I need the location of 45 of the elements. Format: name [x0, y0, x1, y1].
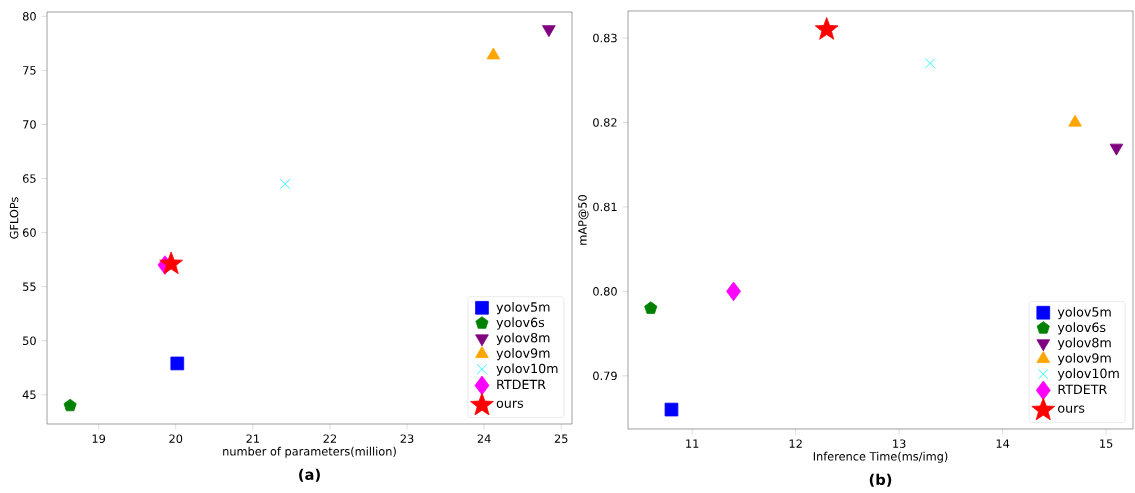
text: (b): [869, 473, 892, 487]
y-tick-label: 45: [22, 390, 36, 400]
x-tick-label: 25: [554, 434, 568, 443]
x-tick-label: 21: [246, 434, 259, 443]
legend-label: yolov6s: [1057, 322, 1106, 335]
x-tick-label: 14: [996, 439, 1010, 448]
x-tick-label: 15: [1100, 439, 1113, 448]
x-tick-label: 12: [789, 439, 802, 448]
legend-label: yolov10m: [496, 363, 558, 376]
y-tick-label: 70: [23, 120, 36, 129]
text: (a): [299, 468, 320, 482]
x-tick-label: 13: [893, 439, 906, 448]
y-tick-label: 75: [23, 66, 36, 75]
legend-label: yolov5m: [496, 302, 550, 315]
y-tick-label: 0.80: [593, 287, 617, 296]
y-tick-label: 0.82: [593, 118, 617, 127]
legend-label: RTDETR: [497, 379, 546, 390]
y-tick-label: 0.83: [593, 33, 617, 43]
x-axis-title: number of parameters(million): [223, 446, 396, 458]
y-tick-label: 80: [22, 12, 36, 21]
legend-label: yolov9m: [1057, 352, 1111, 366]
x-tick-label: 19: [92, 434, 106, 443]
legend-label: ours: [496, 400, 524, 408]
legend-label: yolov10m: [1057, 368, 1119, 381]
x-axis-title: Inference Time(ms/img): [813, 451, 948, 463]
x-tick-label: 11: [686, 439, 699, 448]
x-tick-label: 23: [400, 434, 414, 443]
x-tick-label: 24: [477, 434, 491, 443]
y-axis-title: GFLOPs: [9, 197, 19, 239]
y-tick-label: 0.79: [593, 371, 617, 381]
legend-label: yolov5m: [1057, 306, 1111, 320]
legend-label: yolov8m: [1057, 337, 1111, 350]
y-tick-label: 0.81: [593, 202, 617, 212]
y-tick-label: 65: [22, 174, 36, 183]
legend-label: RTDETR: [1058, 384, 1107, 394]
y-tick-label: 50: [23, 336, 36, 346]
legend-label: yolov8m: [496, 332, 550, 345]
x-tick-label: 20: [169, 434, 183, 443]
legend-label: yolov6s: [496, 317, 545, 330]
legend-label: ours: [1058, 405, 1085, 413]
x-tick-label: 22: [323, 434, 337, 443]
y-tick-label: 55: [23, 282, 36, 291]
legend-label: yolov9m: [496, 348, 550, 361]
y-tick-label: 60: [22, 228, 36, 237]
y-axis-title: mAP@50: [578, 195, 589, 245]
